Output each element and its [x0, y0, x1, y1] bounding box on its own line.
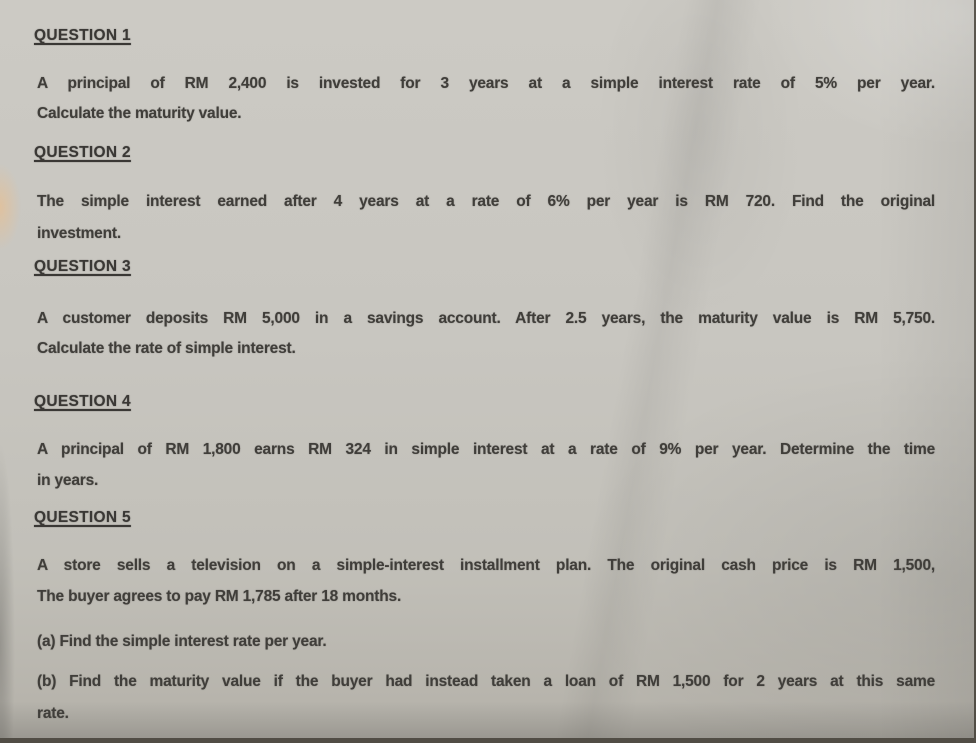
question-4-text-line-2: in years.: [37, 471, 99, 489]
question-2-text-line-2: investment.: [37, 224, 121, 242]
question-1-text-line-2: Calculate the maturity value.: [37, 104, 242, 122]
question-3-text-line-1: A customer deposits RM 5,000 in a saving…: [37, 309, 935, 327]
question-5-part-a-line: (a) Find the simple interest rate per ye…: [37, 632, 327, 650]
question-1-heading: QUESTION 1: [34, 26, 131, 44]
question-5-part-b-line-1: (b) Find the maturity value if the buyer…: [37, 672, 935, 690]
question-1-text-line-1: A principal of RM 2,400 is invested for …: [37, 74, 935, 92]
question-4-heading: QUESTION 4: [34, 392, 131, 410]
question-5-text-line-1: A store sells a television on a simple-i…: [37, 556, 935, 574]
question-5-heading: QUESTION 5: [34, 508, 131, 526]
question-5-text-line-2: The buyer agrees to pay RM 1,785 after 1…: [37, 587, 402, 605]
question-3-heading: QUESTION 3: [34, 257, 131, 275]
question-2-heading: QUESTION 2: [34, 143, 131, 161]
question-3-text-line-2: Calculate the rate of simple interest.: [37, 339, 296, 357]
question-2-text-line-1: The simple interest earned after 4 years…: [37, 192, 935, 210]
question-5-part-b-line-2: rate.: [37, 704, 69, 722]
question-4-text-line-1: A principal of RM 1,800 earns RM 324 in …: [37, 440, 935, 458]
